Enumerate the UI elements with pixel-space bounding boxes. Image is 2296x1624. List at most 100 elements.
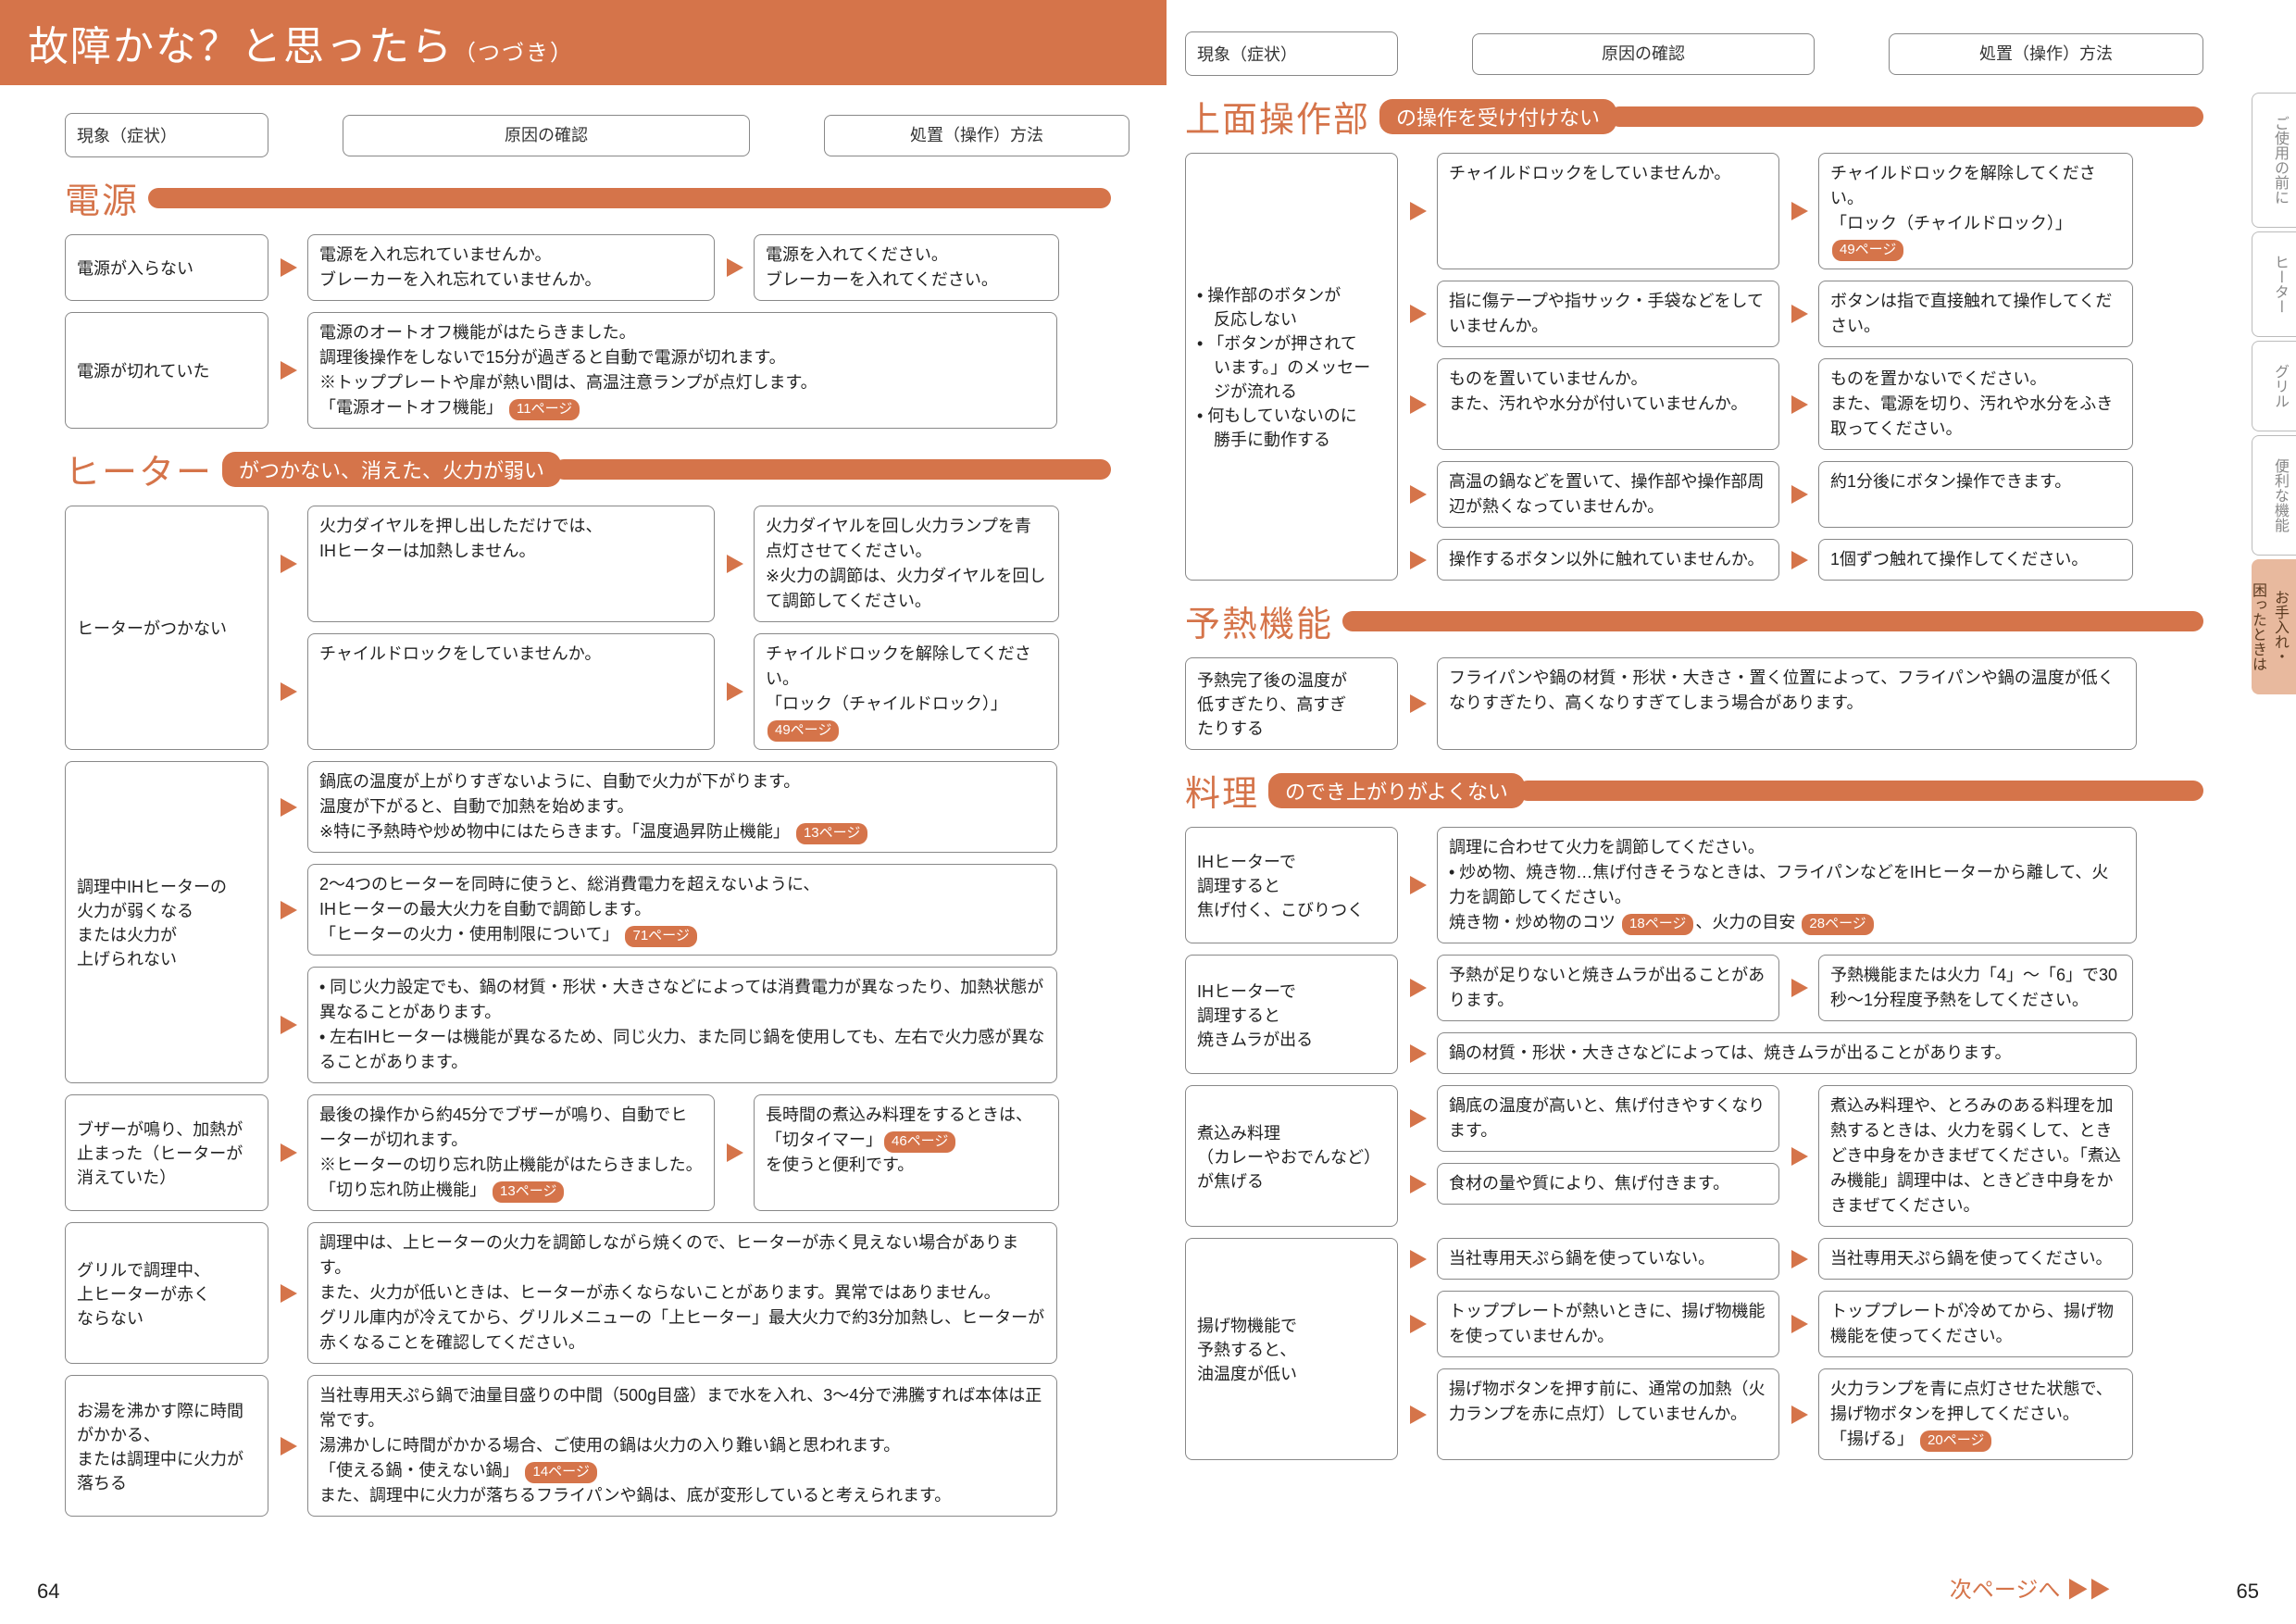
arrow-icon [1404,281,1431,347]
symptom-box: 電源が入らない [65,234,268,301]
arrow-icon [274,1222,302,1364]
row-power-1: 電源が入らない 電源を入れ忘れていませんか。 ブレーカーを入れ忘れていませんか。… [65,234,1111,301]
arrow-icon [274,1375,302,1517]
tab-maintenance[interactable]: お手入れ・ 困ったときは [2252,559,2296,694]
arrow-icon [274,1094,302,1211]
arrow-icon [1404,1291,1431,1357]
arrow-icon [720,1094,748,1211]
page-right: 現象（症状） 原因の確認 処置（操作）方法 上面操作部 の操作を受け付けない •… [1148,0,2296,1624]
symptom-box: IHヒーターで 調理すると 焼きムラが出る [1185,955,1398,1074]
action-box: 約1分後にボタン操作できます。 [1818,461,2133,528]
arrow-icon [1785,1085,1813,1227]
arrow-icon [274,234,302,301]
page-ref-badge: 11ページ [509,399,580,420]
arrow-icon [1785,955,1813,1021]
cause-box: チャイルドロックをしていませんか。 [1437,153,1779,269]
tab-before-use[interactable]: ご使用の前に [2252,93,2296,228]
action-box: チャイルドロックを解除してください。 「ロック（チャイルドロック）」 49ページ [754,633,1059,750]
action-box: 電源を入れてください。 ブレーカーを入れてください。 [754,234,1059,301]
row-cook-3: 煮込み料理 （カレーやおでんなど） が焦げる 鍋底の温度が高いと、焦げ付きやすく… [1185,1085,2203,1227]
page-title-band: 故障かな？と思ったら（つづき） [0,0,1167,85]
cause-box: 当社専用天ぷら鍋を使っていない。 [1437,1238,1779,1280]
arrow-icon [1785,281,1813,347]
header-cause: 原因の確認 [1472,33,1815,75]
tab-heater[interactable]: ヒーター [2252,231,2296,337]
header-symptom: 現象（症状） [65,113,268,157]
page-ref-badge: 49ページ [767,720,839,742]
symptom-box: ヒーターがつかない [65,506,268,750]
section-preheat: 予熱機能 [1185,595,2203,646]
arrow-icon [1785,1368,1813,1460]
arrow-icon [1404,1368,1431,1460]
page-ref-badge: 13ページ [796,823,867,844]
page-number-left: 64 [37,1580,59,1604]
cause-box: 食材の量や質により、焦げ付きます。 [1437,1163,1779,1205]
cause-box: 指に傷テープや指サック・手袋などをしていませんか。 [1437,281,1779,347]
section-sub-heater: がつかない、消えた、火力が弱い [222,452,561,487]
action-box: 火力ダイヤルを回し火力ランプを青点灯させてください。 ※火力の調節は、火力ダイヤ… [754,506,1059,622]
arrow-icon [274,633,302,750]
section-title-preheat: 予熱機能 [1185,595,1333,646]
row-heater-5: お湯を沸かす際に時間 がかかる、 または調理中に火力が 落ちる 当社専用天ぷら鍋… [65,1375,1111,1517]
action-box: 予熱機能または火力「4」～「6」で30秒～1分程度予熱をしてください。 [1818,955,2133,1021]
arrow-icon [274,312,302,429]
header-symptom: 現象（症状） [1185,31,1398,76]
row-power-2: 電源が切れていた 電源のオートオフ機能がはたらきました。 調理後操作をしないで1… [65,312,1111,429]
arrow-icon [1404,827,1431,943]
section-title-cook: 料理 [1185,765,1259,816]
page-title: 故障かな？と思ったら [28,24,454,69]
arrow-icon [720,234,748,301]
symptom-box: 電源が切れていた [65,312,268,429]
cause-box: 高温の鍋などを置いて、操作部や操作部周辺が熱くなっていませんか。 [1437,461,1779,528]
symptom-box: 予熱完了後の温度が 低すぎたり、高すぎ たりする [1185,657,1398,750]
action-box: 煮込み料理や、とろみのある料理を加熱するときは、火力を弱くして、ときどき中身をか… [1818,1085,2133,1227]
arrow-icon [1785,153,1813,269]
symptom-box: ブザーが鳴り、加熱が 止まった（ヒーターが 消えていた） [65,1094,268,1211]
section-sub-cook: のでき上がりがよくない [1268,773,1525,808]
wide-box: 調理中は、上ヒーターの火力を調節しながら焼くので、ヒーターが赤く見えない場合があ… [307,1222,1057,1364]
arrow-icon [274,761,302,853]
wide-box: フライパンや鍋の材質・形状・大きさ・置く位置によって、フライパンや鍋の温度が低く… [1437,657,2137,750]
arrow-icon [274,506,302,622]
wide-box: 当社専用天ぷら鍋で油量目盛りの中間（500g目盛）まで水を入れ、3～4分で沸騰す… [307,1375,1057,1517]
action-box: 当社専用天ぷら鍋を使ってください。 [1818,1238,2133,1280]
arrow-icon [1785,539,1813,581]
row-heater-3: ブザーが鳴り、加熱が 止まった（ヒーターが 消えていた） 最後の操作から約45分… [65,1094,1111,1211]
column-headers-left: 現象（症状） 原因の確認 処置（操作）方法 [65,113,1111,157]
section-heater: ヒーター がつかない、消えた、火力が弱い [65,443,1111,494]
page-number-right: 65 [2237,1580,2259,1604]
page-ref-badge: 20ページ [1920,1430,1991,1452]
arrow-icon [1785,461,1813,528]
row-cook-4: 揚げ物機能で 予熱すると、 油温度が低い 当社専用天ぷら鍋を使っていない。 当社… [1185,1238,2203,1460]
action-box: ボタンは指で直接触れて操作してください。 [1818,281,2133,347]
page-ref-badge: 49ページ [1832,240,1903,261]
page-left: 故障かな？と思ったら（つづき） 現象（症状） 原因の確認 処置（操作）方法 電源… [0,0,1148,1624]
page-ref-badge: 71ページ [625,926,696,947]
symptom-box: IHヒーターで 調理すると 焦げ付く、こびりつく [1185,827,1398,943]
symptom-box: 煮込み料理 （カレーやおでんなど） が焦げる [1185,1085,1398,1227]
wide-box: 調理に合わせて火力を調節してください。 • 炒め物、焼き物…焦げ付きそうなときは… [1437,827,2137,943]
page-ref-badge: 28ページ [1802,914,1873,935]
arrow-icon [1404,1085,1431,1152]
side-tabs: ご使用の前に ヒーター グリル 便利な機能 お手入れ・ 困ったときは [2252,93,2296,694]
tab-convenience[interactable]: 便利な機能 [2252,435,2296,556]
tab-grill[interactable]: グリル [2252,341,2296,431]
next-page-link[interactable]: 次ページへ ▶▶ [1950,1571,2111,1604]
arrow-icon [1404,1163,1431,1205]
wide-box: 2～4つのヒーターを同時に使うと、総消費電力を超えないように、 IHヒーターの最… [307,864,1057,956]
row-heater-2: 調理中IHヒーターの 火力が弱くなる または火力が 上げられない 鍋底の温度が上… [65,761,1111,1083]
section-cook: 料理 のでき上がりがよくない [1185,765,2203,816]
arrow-icon [1404,1238,1431,1280]
wide-box: 鍋底の温度が上がりすぎないように、自動で火力が下がります。 温度が下がると、自動… [307,761,1057,853]
arrow-icon [1404,539,1431,581]
cause-box: 電源を入れ忘れていませんか。 ブレーカーを入れ忘れていませんか。 [307,234,715,301]
arrow-icon [720,633,748,750]
action-box: トッププレートが冷めてから、揚げ物機能を使ってください。 [1818,1291,2133,1357]
wide-box: 電源のオートオフ機能がはたらきました。 調理後操作をしないで15分が過ぎると自動… [307,312,1057,429]
page-ref-badge: 13ページ [493,1181,564,1203]
action-box: 火力ランプを青に点灯させた状態で、揚げ物ボタンを押してください。 「揚げる」 2… [1818,1368,2133,1460]
header-action: 処置（操作）方法 [1889,33,2203,75]
page-ref-badge: 18ページ [1622,914,1693,935]
cause-box: 予熱が足りないと焼きムラが出ることがあります。 [1437,955,1779,1021]
arrow-icon [1404,358,1431,450]
